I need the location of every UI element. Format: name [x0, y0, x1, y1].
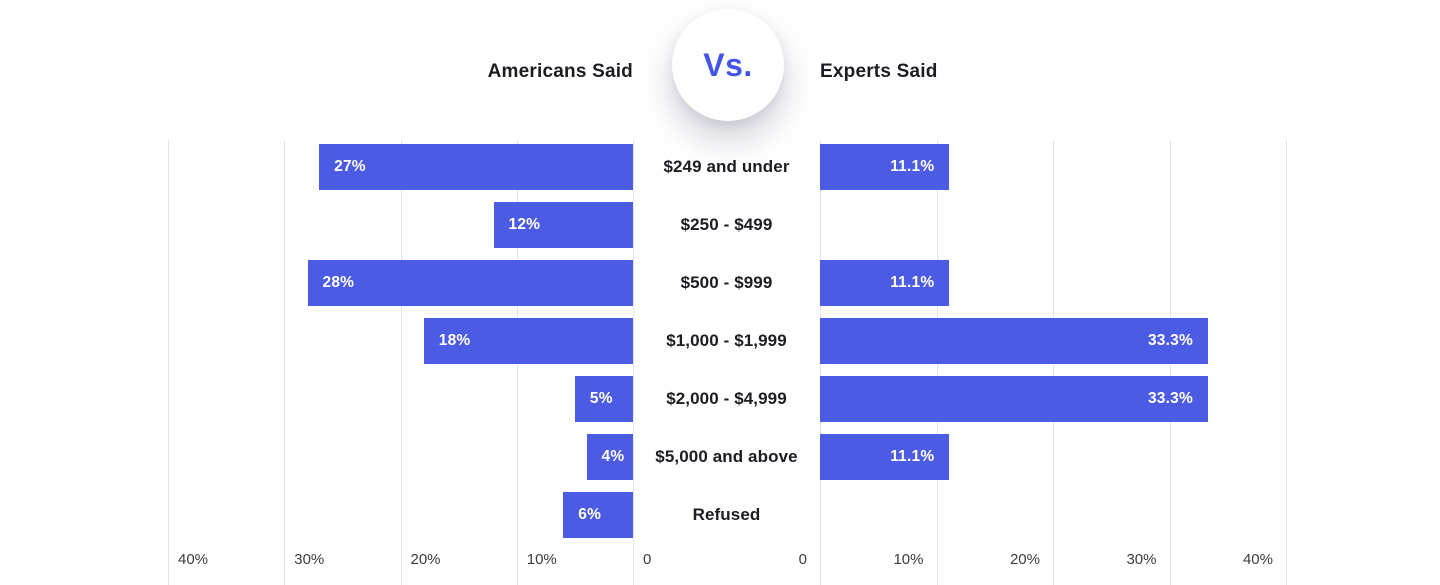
right-series-title: Experts Said — [820, 61, 938, 82]
category-label: Refused — [692, 505, 761, 524]
category-cell: $500 - $999 — [633, 257, 820, 309]
right-bar-cell: 33.3% — [820, 315, 1286, 364]
axis-tick-label: 10% — [526, 551, 557, 568]
category-cell: Refused — [633, 489, 820, 541]
bar-americans: 27% — [319, 144, 633, 190]
chart-row: 4% $5,000 and above 11.1% — [0, 431, 1440, 489]
bar-value-label: 33.3% — [1147, 390, 1193, 407]
right-bar-cell: 11.1% — [820, 431, 1286, 480]
category-cell: $2,000 - $4,999 — [633, 373, 820, 425]
gridline — [633, 140, 634, 585]
right-bar-cell: 11.1% — [820, 141, 1286, 190]
left-bar-cell: 6% — [168, 489, 633, 538]
category-cell: $5,000 and above — [633, 431, 820, 483]
axis-tick-label: 0 — [643, 551, 652, 568]
chart-rows: 27% $249 and under 11.1% 12% $250 - $499 28% $… — [0, 141, 1440, 547]
category-cell: $250 - $499 — [633, 199, 820, 251]
left-bar-cell: 27% — [168, 141, 633, 190]
axis-tick-label: 20% — [410, 551, 441, 568]
axis-tick-label: 0 — [798, 551, 807, 568]
chart-row: 27% $249 and under 11.1% — [0, 141, 1440, 199]
gridline — [1286, 140, 1287, 585]
chart-row: 12% $250 - $499 — [0, 199, 1440, 257]
gridline — [284, 140, 286, 585]
bar-value-label: 33.3% — [1147, 332, 1193, 349]
bar-americans: 18% — [423, 318, 633, 364]
bar-value-label: 6% — [578, 506, 602, 523]
bar-americans: 6% — [563, 492, 633, 538]
bar-americans: 4% — [586, 434, 633, 480]
chart-row: 28% $500 - $999 11.1% — [0, 257, 1440, 315]
bar-value-label: 27% — [334, 158, 366, 175]
bar-value-label: 18% — [438, 332, 471, 349]
bar-americans: 28% — [307, 260, 633, 306]
bar-value-label: 4% — [601, 448, 625, 465]
bar-value-label: 11.1% — [890, 448, 935, 465]
bar-americans: 12% — [493, 202, 633, 248]
bar-value-label: 28% — [322, 274, 355, 291]
category-label: $5,000 and above — [655, 447, 798, 466]
vs-label: Vs. — [703, 46, 753, 83]
left-bar-cell: 18% — [168, 315, 633, 364]
bar-experts: 11.1% — [820, 434, 950, 480]
left-bar-cell: 12% — [168, 199, 633, 248]
category-label: $249 and under — [663, 157, 790, 176]
bar-experts: 11.1% — [820, 144, 950, 190]
category-label: $1,000 - $1,999 — [666, 331, 787, 350]
axis-tick-label: 10% — [893, 551, 924, 568]
bar-value-label: 12% — [508, 216, 541, 233]
bar-value-label: 11.1% — [890, 158, 935, 175]
chart-row: 6% Refused — [0, 489, 1440, 547]
left-series-title: Americans Said — [487, 61, 633, 82]
left-bar-cell: 28% — [168, 257, 633, 306]
gridline — [400, 140, 402, 585]
bar-experts: 33.3% — [820, 318, 1208, 364]
vs-badge: Vs. — [672, 9, 784, 121]
category-cell: $1,000 - $1,999 — [633, 315, 820, 367]
category-cell: $249 and under — [633, 141, 820, 193]
bar-americans: 5% — [574, 376, 633, 422]
right-bar-cell: 11.1% — [820, 257, 1286, 306]
right-bar-cell: 33.3% — [820, 373, 1286, 422]
bar-value-label: 11.1% — [890, 274, 935, 291]
chart-row: 5% $2,000 - $4,999 33.3% — [0, 373, 1440, 431]
bar-experts: 11.1% — [820, 260, 950, 306]
category-label: $500 - $999 — [680, 273, 773, 292]
category-label: $250 - $499 — [680, 215, 773, 234]
category-label: $2,000 - $4,999 — [666, 389, 787, 408]
bar-experts: 33.3% — [820, 376, 1208, 422]
left-bar-cell: 5% — [168, 373, 633, 422]
axis-tick-label: 20% — [1009, 551, 1040, 568]
axis-tick-label: 30% — [294, 551, 325, 568]
bar-value-label: 5% — [589, 390, 613, 407]
axis-tick-label: 40% — [178, 551, 209, 568]
axis-tick-label: 40% — [1242, 551, 1273, 568]
left-bar-cell: 4% — [168, 431, 633, 480]
gridline — [168, 140, 169, 585]
axis-tick-label: 30% — [1126, 551, 1157, 568]
chart-row: 18% $1,000 - $1,999 33.3% — [0, 315, 1440, 373]
